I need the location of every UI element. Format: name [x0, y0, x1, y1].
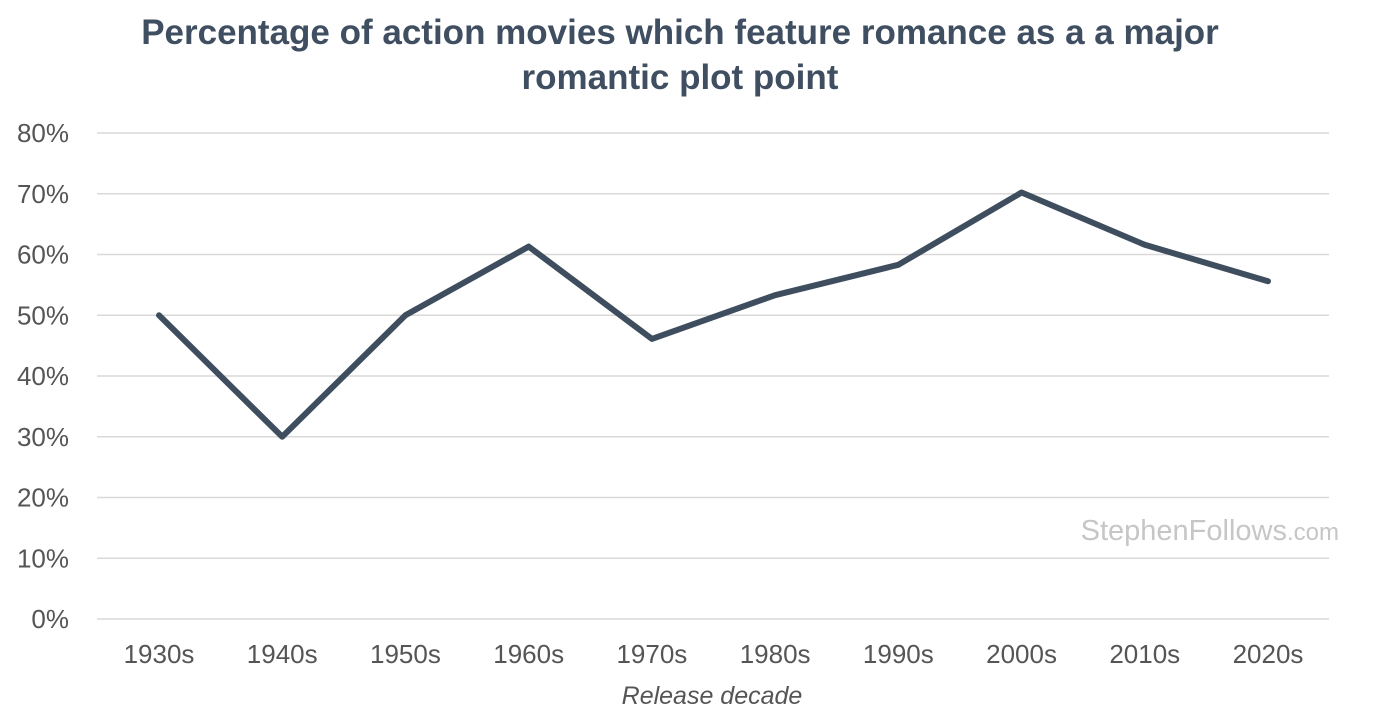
series-layer [156, 189, 1271, 440]
x-tick-label: 1970s [616, 639, 687, 669]
series-line [156, 189, 1271, 440]
x-tick-label: 1990s [863, 639, 934, 669]
x-tick-label: 1960s [493, 639, 564, 669]
x-axis-label: Release decade [622, 682, 803, 710]
watermark-suffix: .com [1287, 519, 1339, 546]
y-tick-label: 60% [17, 240, 69, 270]
y-tick-label: 20% [17, 483, 69, 513]
y-tick-label: 40% [17, 361, 69, 391]
y-tick-label: 70% [17, 179, 69, 209]
x-tick-label: 1980s [740, 639, 811, 669]
x-axis-tick-labels: 1930s 1940s 1950s 1960s 1970s 1980s 1990s 2000s… [124, 639, 1304, 669]
y-axis-tick-labels: 0% 10% 20% 30% 40% 50% 60% 70% 80% [17, 118, 69, 634]
watermark: StephenFollows.com [1081, 515, 1339, 547]
chart-title: Percentage of action movies which featur… [141, 13, 1219, 97]
x-tick-label: 2020s [1233, 639, 1304, 669]
x-tick-label: 1950s [370, 639, 441, 669]
y-tick-label: 50% [17, 300, 69, 330]
x-tick-label: 1940s [247, 639, 318, 669]
y-tick-label: 10% [17, 543, 69, 573]
gridlines [97, 132, 1329, 620]
x-tick-label: 1930s [124, 639, 195, 669]
y-tick-label: 80% [17, 118, 69, 148]
x-tick-label: 2000s [986, 639, 1057, 669]
y-tick-label: 0% [31, 604, 69, 634]
y-tick-label: 30% [17, 422, 69, 452]
x-tick-label: 2010s [1109, 639, 1180, 669]
watermark-main: StephenFollows [1081, 515, 1287, 547]
